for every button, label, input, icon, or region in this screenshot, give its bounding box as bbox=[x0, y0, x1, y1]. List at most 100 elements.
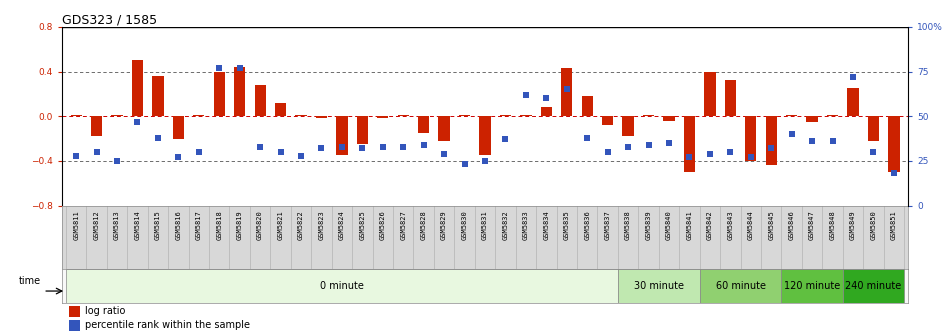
Bar bbox=[132, 60, 143, 116]
Point bbox=[538, 96, 553, 101]
Point bbox=[253, 144, 268, 149]
Text: GSM5827: GSM5827 bbox=[400, 211, 406, 240]
Text: GSM5850: GSM5850 bbox=[870, 211, 877, 240]
Text: GSM5843: GSM5843 bbox=[728, 211, 733, 240]
Point bbox=[641, 142, 656, 148]
Point bbox=[376, 144, 391, 149]
Bar bbox=[782, 269, 843, 303]
Bar bbox=[68, 320, 80, 331]
Bar bbox=[500, 115, 511, 116]
Text: GSM5812: GSM5812 bbox=[93, 211, 100, 240]
Bar bbox=[275, 103, 286, 116]
Point bbox=[273, 149, 288, 155]
Text: GSM5840: GSM5840 bbox=[666, 211, 672, 240]
Text: GSM5817: GSM5817 bbox=[196, 211, 202, 240]
Bar bbox=[664, 116, 674, 121]
Text: GSM5849: GSM5849 bbox=[850, 211, 856, 240]
Point bbox=[150, 135, 165, 140]
Bar bbox=[868, 116, 879, 141]
Bar bbox=[193, 115, 204, 116]
Text: GSM5829: GSM5829 bbox=[441, 211, 447, 240]
Text: GSM5830: GSM5830 bbox=[461, 211, 468, 240]
Point bbox=[171, 155, 186, 160]
Bar bbox=[173, 116, 184, 138]
Bar bbox=[888, 116, 900, 172]
Text: GSM5826: GSM5826 bbox=[379, 211, 386, 240]
Point bbox=[232, 65, 247, 71]
Text: GSM5821: GSM5821 bbox=[278, 211, 283, 240]
Text: GSM5839: GSM5839 bbox=[646, 211, 651, 240]
Text: GSM5815: GSM5815 bbox=[155, 211, 161, 240]
Point bbox=[600, 149, 615, 155]
Text: GSM5844: GSM5844 bbox=[747, 211, 754, 240]
Text: GSM5845: GSM5845 bbox=[768, 211, 774, 240]
Bar bbox=[398, 115, 409, 116]
Bar bbox=[111, 115, 123, 116]
Bar bbox=[70, 115, 82, 116]
Point bbox=[764, 146, 779, 151]
Text: GSM5822: GSM5822 bbox=[298, 211, 304, 240]
Text: GSM5811: GSM5811 bbox=[73, 211, 79, 240]
Bar bbox=[66, 269, 618, 303]
Bar bbox=[438, 116, 450, 141]
Bar bbox=[152, 76, 164, 116]
Bar bbox=[582, 96, 592, 116]
Text: GSM5818: GSM5818 bbox=[216, 211, 223, 240]
Point bbox=[130, 119, 146, 124]
Bar bbox=[479, 116, 491, 155]
Bar bbox=[234, 67, 245, 116]
Bar bbox=[357, 116, 368, 144]
Bar bbox=[827, 115, 838, 116]
Point bbox=[109, 158, 125, 164]
Text: GSM5834: GSM5834 bbox=[543, 211, 550, 240]
Text: GSM5813: GSM5813 bbox=[114, 211, 120, 240]
Bar bbox=[806, 116, 818, 122]
Text: GSM5846: GSM5846 bbox=[788, 211, 795, 240]
Text: GSM5828: GSM5828 bbox=[420, 211, 427, 240]
Point bbox=[559, 87, 574, 92]
Point bbox=[845, 74, 861, 80]
Point bbox=[68, 153, 84, 158]
Text: GSM5851: GSM5851 bbox=[891, 211, 897, 240]
Point bbox=[825, 138, 840, 144]
Point bbox=[865, 149, 881, 155]
Point bbox=[335, 144, 350, 149]
Text: GSM5842: GSM5842 bbox=[707, 211, 713, 240]
Text: GSM5816: GSM5816 bbox=[175, 211, 182, 240]
Text: 60 minute: 60 minute bbox=[715, 281, 766, 291]
Bar bbox=[459, 115, 470, 116]
Bar bbox=[786, 115, 797, 116]
Point bbox=[191, 149, 206, 155]
Point bbox=[805, 138, 820, 144]
Text: GSM5838: GSM5838 bbox=[625, 211, 631, 240]
Point bbox=[620, 144, 635, 149]
Text: GSM5820: GSM5820 bbox=[257, 211, 263, 240]
Text: GSM5824: GSM5824 bbox=[339, 211, 345, 240]
Bar bbox=[296, 115, 306, 116]
Point bbox=[743, 155, 758, 160]
Text: GSM5814: GSM5814 bbox=[134, 211, 141, 240]
Bar bbox=[766, 116, 777, 165]
Bar bbox=[214, 72, 224, 116]
Text: GSM5847: GSM5847 bbox=[809, 211, 815, 240]
Point bbox=[294, 153, 309, 158]
Text: log ratio: log ratio bbox=[85, 306, 125, 316]
Point bbox=[661, 140, 676, 146]
Point bbox=[355, 146, 370, 151]
Bar bbox=[561, 68, 573, 116]
Point bbox=[702, 151, 717, 157]
Point bbox=[886, 171, 902, 176]
Point bbox=[457, 162, 473, 167]
Text: 120 minute: 120 minute bbox=[784, 281, 841, 291]
Text: GSM5848: GSM5848 bbox=[829, 211, 836, 240]
Point bbox=[417, 142, 432, 148]
Point bbox=[784, 131, 799, 137]
Bar bbox=[337, 116, 347, 155]
Text: GSM5819: GSM5819 bbox=[237, 211, 243, 240]
Bar bbox=[316, 116, 327, 119]
Point bbox=[212, 65, 227, 71]
Text: GDS323 / 1585: GDS323 / 1585 bbox=[62, 14, 157, 27]
Text: 240 minute: 240 minute bbox=[845, 281, 902, 291]
Text: GSM5825: GSM5825 bbox=[359, 211, 365, 240]
Text: time: time bbox=[18, 276, 41, 286]
